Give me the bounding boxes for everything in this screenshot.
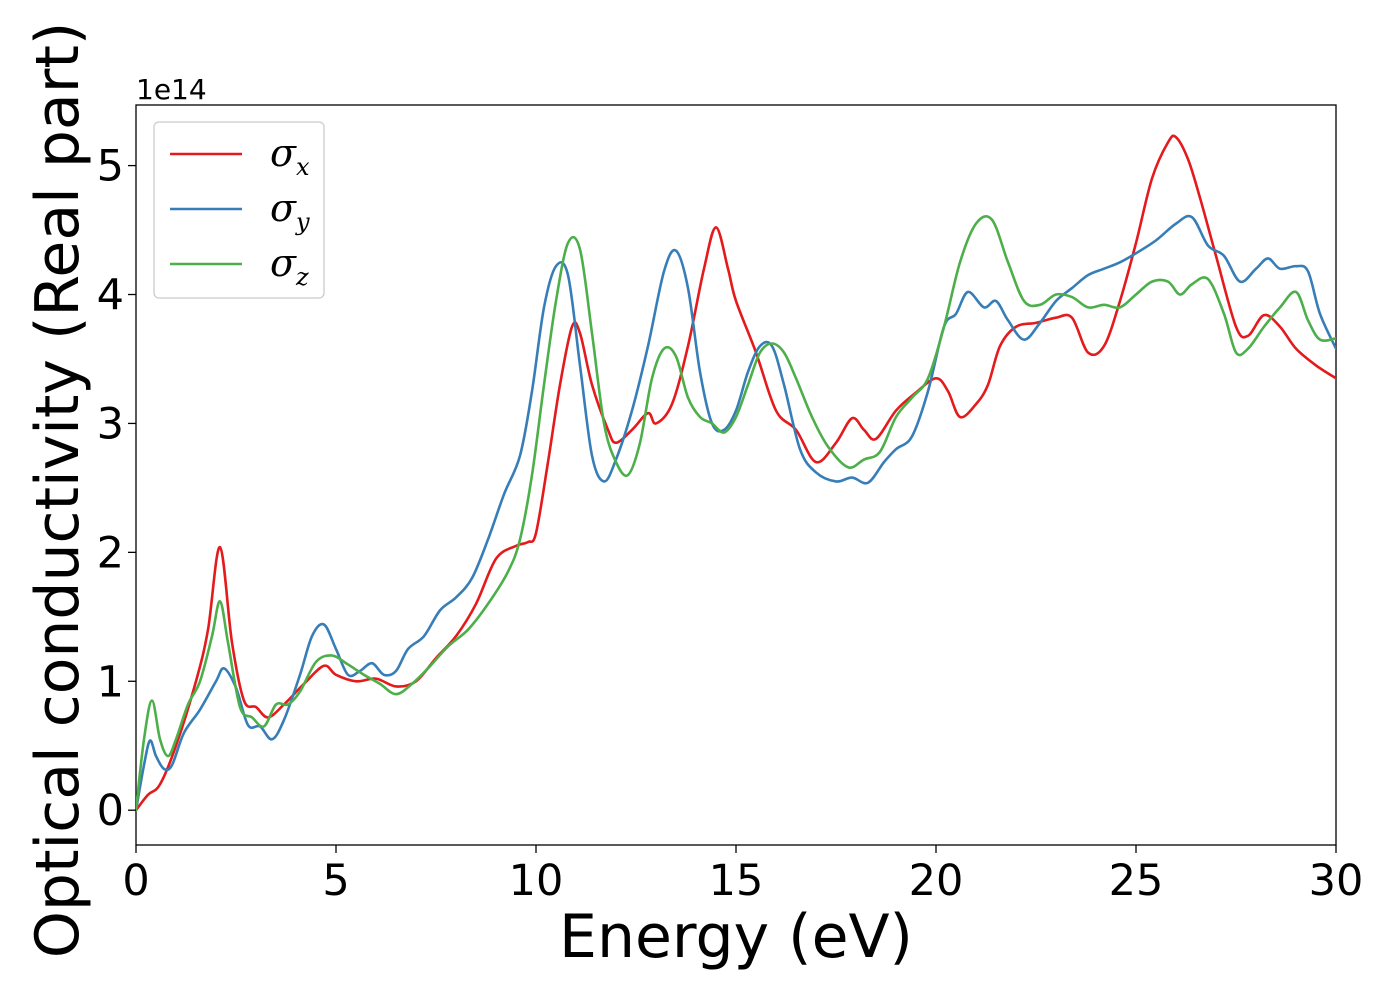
y-tick-label: 3 bbox=[97, 399, 124, 449]
y-offset-label: 1e14 bbox=[136, 73, 207, 106]
x-tick-label: 30 bbox=[1309, 856, 1364, 906]
series-line-x bbox=[136, 134, 1336, 812]
series-line-z bbox=[136, 214, 1336, 812]
x-axis: 0 5 10 15 20 25 30 bbox=[122, 845, 1363, 906]
x-tick-label: 20 bbox=[909, 856, 964, 906]
x-tick-label: 25 bbox=[1109, 856, 1164, 906]
y-tick-label: 5 bbox=[97, 142, 124, 192]
x-tick-label: 0 bbox=[122, 856, 149, 906]
y-tick-label: 0 bbox=[97, 786, 124, 836]
y-tick-label: 4 bbox=[97, 271, 124, 321]
y-axis-title: Optical conductivity (Real part) bbox=[23, 22, 93, 959]
y-tick-label: 2 bbox=[97, 528, 124, 578]
y-tick-label: 1 bbox=[97, 657, 124, 707]
series-layer bbox=[136, 134, 1336, 812]
plot-area bbox=[135, 104, 1337, 846]
series-line-y bbox=[136, 214, 1336, 812]
x-axis-title: Energy (eV) bbox=[559, 902, 913, 972]
y-axis: 0 1 2 3 4 5 bbox=[97, 142, 136, 836]
x-tick-label: 15 bbox=[709, 856, 764, 906]
x-tick-label: 10 bbox=[509, 856, 564, 906]
x-tick-label: 5 bbox=[322, 856, 349, 906]
